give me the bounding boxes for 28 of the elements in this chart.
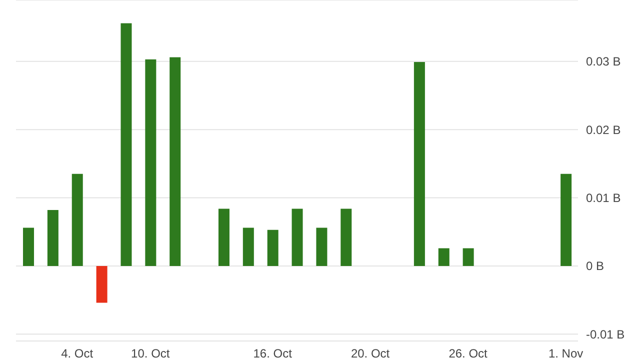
x-tick-label: 4. Oct — [61, 346, 94, 361]
bar — [267, 230, 278, 266]
x-tick-label: 26. Oct — [448, 346, 488, 361]
bar — [292, 208, 303, 266]
bar — [242, 228, 254, 266]
y-tick-label: -0.01 B — [586, 327, 625, 342]
y-tick-label: 0 B — [586, 259, 604, 274]
bar — [218, 208, 230, 266]
bar — [72, 174, 83, 266]
x-tick-label: 16. Oct — [253, 346, 293, 361]
bar — [47, 210, 58, 266]
bar — [145, 59, 156, 266]
y-tick-label: 0.02 B — [586, 122, 621, 137]
y-tick-label: 0.03 B — [586, 54, 621, 69]
y-tick-label: 0.01 B — [586, 191, 621, 206]
bar — [120, 23, 132, 266]
bar — [23, 228, 34, 266]
x-tick-label: 20. Oct — [350, 346, 390, 361]
x-tick-label: 10. Oct — [131, 346, 170, 361]
bar — [438, 248, 450, 266]
bar — [96, 266, 108, 303]
bar — [462, 248, 474, 266]
bar — [414, 62, 425, 266]
bar — [340, 208, 352, 266]
bar — [316, 228, 328, 266]
x-tick-label: 1. Nov — [548, 346, 584, 361]
bar — [170, 57, 181, 266]
bar — [560, 174, 572, 266]
